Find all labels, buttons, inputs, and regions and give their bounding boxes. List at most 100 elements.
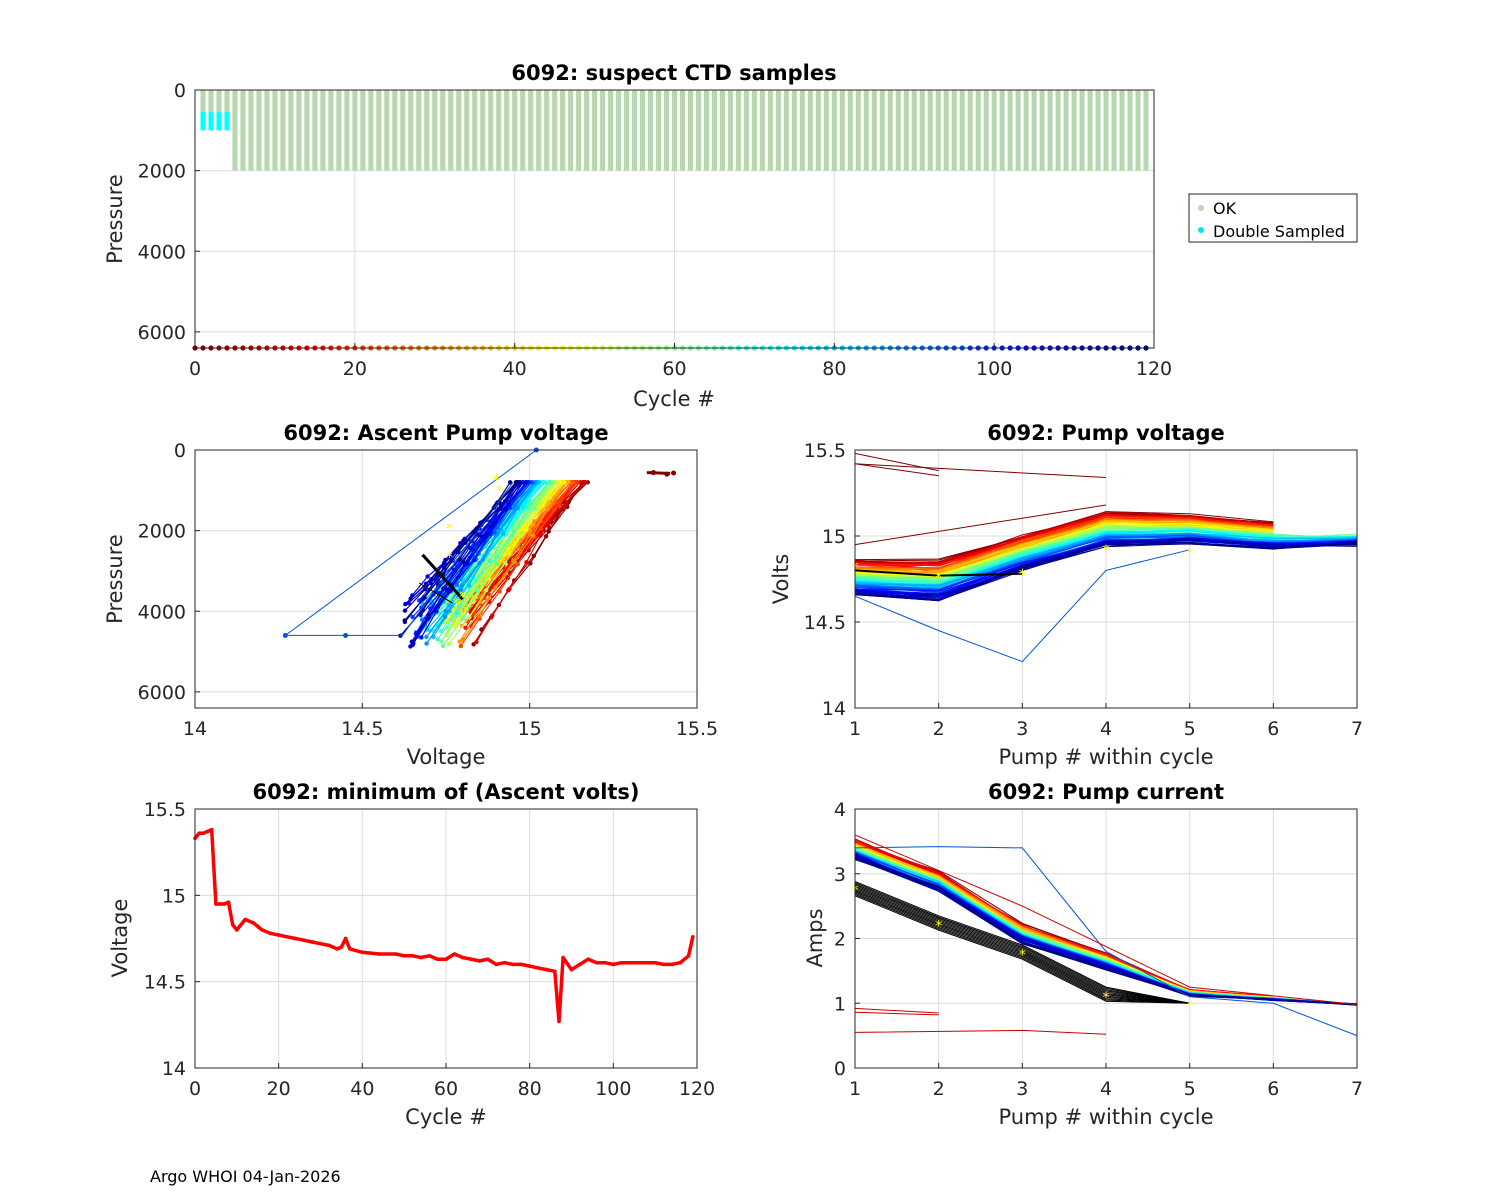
ascent-star-marker: * — [493, 473, 500, 489]
pumpv-y-ticks: 14 14.5 15 15.5 — [804, 440, 860, 720]
pumpc-ylabel: Amps — [803, 908, 827, 967]
ascent-outlier-line — [646, 471, 671, 475]
pumpv-xtick-label: 7 — [1351, 718, 1363, 740]
pump-voltage-star-marker: * — [1019, 567, 1026, 583]
ascent-profile-point — [484, 587, 489, 593]
ascent-black-line — [418, 582, 453, 604]
ascent-profile-point — [441, 586, 446, 591]
ctd-xtick-label: 60 — [662, 358, 686, 380]
ascent-profile-point — [487, 558, 492, 563]
pump-current-line — [854, 856, 1358, 1005]
min-volts-point — [301, 938, 306, 943]
ascent-profile-point — [421, 596, 426, 601]
ascent-profile-point — [483, 533, 488, 539]
min-volts-point — [486, 957, 490, 962]
pumpc-xtick-label: 5 — [1184, 1078, 1196, 1100]
pumpv-ytick-label: 15 — [822, 526, 846, 548]
ascent-profile-point — [458, 587, 464, 592]
min-volts-point — [661, 962, 666, 967]
min-volts-point — [318, 941, 323, 946]
ascent-profile-point — [532, 506, 537, 511]
ascent-profile-point — [563, 501, 568, 506]
min-volts-point — [335, 947, 340, 951]
min-volts-point — [339, 945, 344, 949]
min-volts-point — [222, 902, 227, 906]
ascent-profile-point — [467, 614, 472, 620]
min-volts-point — [347, 947, 352, 951]
pump-current-black-line — [854, 891, 1190, 1004]
ascent-profile-point — [501, 531, 506, 536]
ctd-xtick-label: 80 — [822, 358, 846, 380]
min-volts-point — [201, 831, 206, 835]
ascent-profile-point — [461, 559, 466, 565]
minv-xtick-label: 40 — [350, 1078, 374, 1100]
ascent-xtick-label: 15.5 — [676, 718, 718, 740]
min-volts-point — [557, 1019, 561, 1024]
pump-voltage-line — [854, 534, 1358, 587]
pumpv-data: ** ** * — [852, 452, 1358, 663]
ascent-profile-point — [477, 560, 482, 566]
pump-current-black-line — [854, 892, 1190, 1004]
pumpv-xlabel: Pump # within cycle — [999, 745, 1214, 769]
pumpv-ylabel: Volts — [769, 554, 793, 605]
ascent-profile-point — [443, 557, 448, 563]
ctd-xlabel: Cycle # — [633, 387, 715, 411]
pump-current-black-line — [854, 881, 1190, 1004]
min-volts-point — [519, 962, 524, 967]
min-volts-point — [268, 931, 273, 936]
ctd-xtick-label: 0 — [189, 358, 201, 380]
ctd-xtick-label: 20 — [343, 358, 367, 380]
minv-xlabel: Cycle # — [405, 1105, 487, 1129]
ascent-profile-point — [408, 596, 413, 601]
ascent-profile-point — [419, 635, 424, 640]
pump-current-early-line — [854, 834, 1358, 1005]
ascent-profile-point — [479, 611, 484, 616]
ascent-anomaly-point — [282, 632, 288, 638]
ascent-profile-point — [402, 619, 408, 625]
ctd-ytick-label: 0 — [174, 80, 186, 102]
ascent-profile-point — [581, 480, 587, 485]
ascent-panel: 6092: Ascent Pump voltage ***** * 14 14.5 1… — [103, 421, 718, 769]
min-volts-point — [276, 933, 281, 937]
pump-current-star-marker: * — [1019, 948, 1026, 964]
min-volts-point — [586, 957, 591, 962]
ascent-ytick-label: 4000 — [138, 601, 186, 623]
pumpv-xtick-label: 6 — [1267, 718, 1279, 740]
ascent-profile-point — [435, 637, 440, 642]
min-volts-point — [603, 960, 607, 965]
ascent-profile-point — [410, 614, 415, 620]
min-volts-point — [460, 955, 465, 960]
ctd-ylabel: Pressure — [103, 174, 127, 264]
ascent-ytick-label: 6000 — [138, 682, 186, 704]
pumpc-grid — [854, 808, 1358, 1069]
min-volts-point — [569, 967, 574, 972]
ascent-title: 6092: Ascent Pump voltage — [283, 421, 608, 445]
minv-y-ticks: 14 14.5 15 15.5 — [144, 799, 200, 1080]
min-volts-point — [578, 962, 582, 967]
ascent-profile-point — [492, 530, 497, 535]
minv-ytick-label: 14.5 — [144, 972, 186, 994]
pump-current-star-marker: * — [935, 919, 942, 935]
min-volts-point — [619, 960, 624, 965]
ascent-profile-point — [442, 614, 448, 619]
ascent-profile-point — [503, 560, 508, 566]
pump-current-early-line — [854, 1007, 939, 1014]
min-volts-point — [427, 953, 432, 958]
min-volts-point — [197, 831, 201, 835]
minv-xtick-label: 60 — [434, 1078, 458, 1100]
pump-current-star-marker: * — [1186, 998, 1193, 1014]
ascent-profile-point — [515, 562, 520, 567]
pumpc-xtick-label: 6 — [1267, 1078, 1279, 1100]
ascent-black-line — [421, 553, 464, 601]
ascent-profile-point — [512, 559, 517, 565]
ascent-profile-point — [517, 480, 522, 485]
ascent-profile-point — [494, 554, 500, 559]
ascent-profile-point — [502, 567, 508, 572]
ascent-profile-point — [511, 529, 517, 535]
minv-ytick-label: 15 — [162, 885, 186, 907]
pump-voltage-black-line — [854, 569, 1023, 577]
ascent-profile-point — [448, 588, 453, 593]
ctd-panel: 6092: suspect CTD samples 0 20 40 60 80 100 12… — [103, 61, 1358, 411]
